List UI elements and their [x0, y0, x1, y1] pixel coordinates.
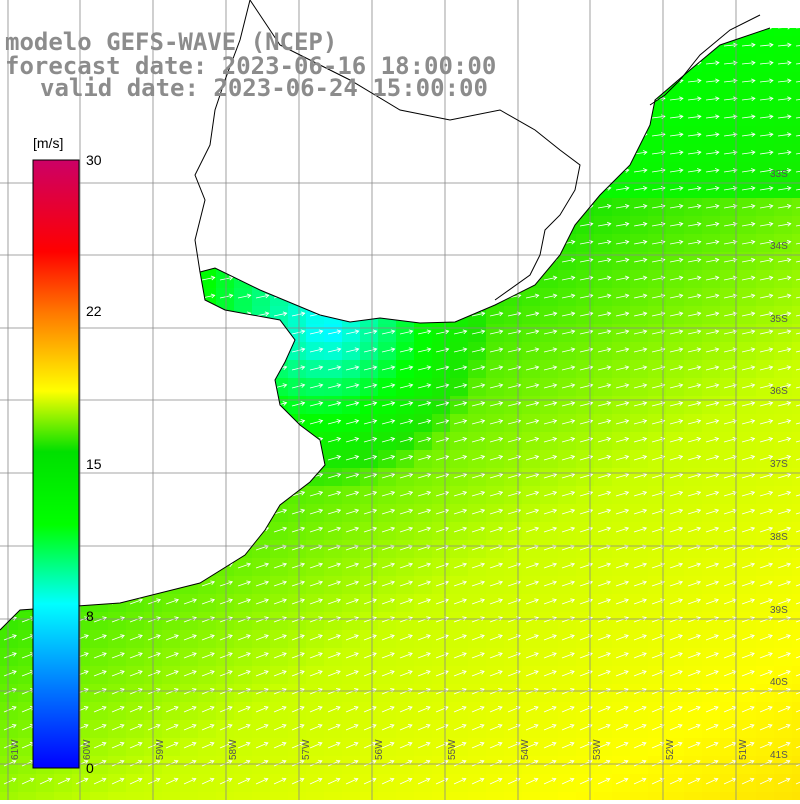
lon-label-60w: 60W	[82, 739, 93, 760]
lon-label-54w: 54W	[520, 739, 531, 760]
lagoa-shore	[649, 14, 761, 106]
latitude-labels: 33S 34S 35S 36S 37S 38S 39S 40S 41S	[770, 169, 788, 761]
title-block: modelo GEFS-WAVE (NCEP) forecast date: 2…	[5, 28, 496, 102]
legend-colorbar	[32, 159, 80, 769]
legend-tick-30: 30	[86, 152, 102, 168]
lat-label-38s: 38S	[770, 532, 788, 543]
forecast-date: forecast date: 2023-06-16 18:00:00	[5, 52, 496, 80]
uruguay-border	[194, 0, 251, 273]
lat-label-41s: 41S	[770, 750, 788, 761]
coastline	[0, 0, 771, 631]
legend-unit: [m/s]	[33, 135, 63, 151]
model-title: modelo GEFS-WAVE (NCEP)	[5, 28, 337, 56]
lon-label-51w: 51W	[738, 739, 749, 760]
legend-tick-0: 0	[86, 760, 94, 776]
lon-label-58w: 58W	[228, 739, 239, 760]
lon-label-52w: 52W	[665, 739, 676, 760]
lon-label-61w: 61W	[10, 739, 21, 760]
lat-label-33s: 33S	[770, 169, 788, 180]
lon-label-53w: 53W	[592, 739, 603, 760]
lat-label-40s: 40S	[770, 677, 788, 688]
valid-date: valid date: 2023-06-24 15:00:00	[40, 74, 488, 102]
lat-label-35s: 35S	[770, 314, 788, 325]
legend: [m/s] 30 22 15 8 0	[32, 135, 102, 776]
lon-label-55w: 55W	[447, 739, 458, 760]
lat-label-36s: 36S	[770, 386, 788, 397]
lon-label-57w: 57W	[301, 739, 312, 760]
lat-label-39s: 39S	[770, 605, 788, 616]
lon-label-59w: 59W	[155, 739, 166, 760]
uruguay-brazil-border	[249, 0, 581, 301]
lon-label-56w: 56W	[374, 739, 385, 760]
longitude-labels: 61W 60W 59W 58W 57W 56W 55W 54W 53W 52W 51W	[10, 739, 749, 760]
legend-tick-8: 8	[86, 608, 94, 624]
lat-label-37s: 37S	[770, 459, 788, 470]
legend-tick-15: 15	[86, 456, 102, 472]
lat-label-34s: 34S	[770, 241, 788, 252]
legend-tick-22: 22	[86, 303, 102, 319]
